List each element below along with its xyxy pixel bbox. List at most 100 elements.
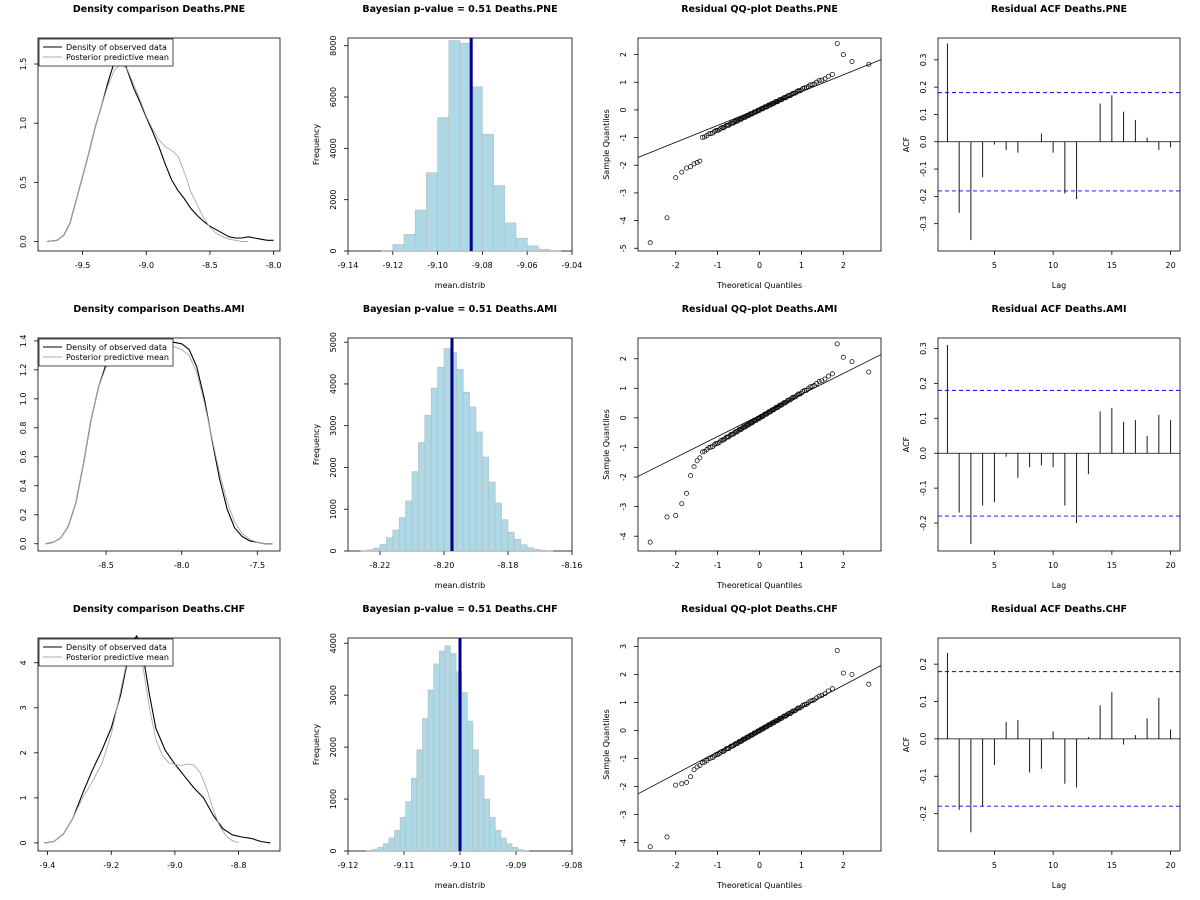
histogram-bar	[381, 249, 394, 252]
histogram-bar	[427, 689, 434, 852]
y-tick-label: -0.2	[919, 806, 928, 822]
y-tick-label: 4000	[329, 374, 338, 394]
panel-title: Bayesian p-value = 0.51 Deaths.CHF	[362, 604, 557, 615]
y-tick-label: 3000	[329, 416, 338, 436]
y-tick-label: 0.2	[919, 658, 928, 671]
y-tick-label: 3	[19, 705, 28, 710]
x-tick-label: 1	[799, 561, 804, 570]
histogram-bar	[410, 777, 418, 852]
qq-point	[849, 359, 855, 365]
qq-point	[825, 688, 831, 694]
x-tick-label: 1	[799, 861, 804, 870]
panel-7: Residual ACF Deaths.AMI 5 10 15 20 -0.2 -0.1 0.…	[902, 304, 1181, 590]
histogram-bar	[514, 539, 522, 552]
y-axis-label: Frequency	[312, 124, 321, 166]
y-tick-label: 1.0	[19, 117, 28, 130]
y-tick-label: 2	[19, 750, 28, 755]
histogram-bar	[405, 801, 412, 852]
y-tick-label: 0	[19, 840, 28, 845]
y-tick-label: -4	[619, 532, 628, 540]
x-tick-label: 15	[1107, 261, 1117, 270]
plot-frame	[37, 637, 281, 852]
x-tick-label: -8.22	[370, 561, 391, 570]
y-axis-label: Sample Quantiles	[602, 709, 611, 780]
legend-label: Posterior predictive mean	[66, 653, 169, 662]
qq-point	[713, 127, 719, 133]
histogram-bar	[438, 650, 446, 852]
plot-frame	[37, 37, 281, 252]
qq-point	[866, 681, 872, 687]
y-tick-label: 1.5	[19, 58, 28, 71]
y-tick-label: 0	[329, 548, 338, 553]
y-tick-label: 2000	[329, 189, 338, 209]
panel-title: Bayesian p-value = 0.51 Deaths.AMI	[363, 304, 557, 315]
histogram-bar	[377, 847, 384, 852]
y-tick-label: 0	[619, 107, 628, 112]
x-tick-label: -9.10	[450, 861, 471, 870]
qq-reference-line	[637, 354, 882, 477]
legend-label: Density of observed data	[66, 343, 167, 352]
qq-point	[849, 671, 855, 677]
qq-point	[787, 711, 793, 717]
histogram-bar	[414, 209, 427, 252]
plot-area	[381, 38, 562, 252]
histogram-bar	[386, 537, 394, 552]
histogram-bar	[482, 456, 490, 552]
qq-point	[699, 449, 705, 455]
x-tick-label: -9.12	[382, 261, 403, 270]
panel-title: Density comparison Deaths.CHF	[73, 604, 245, 615]
y-tick-label: -1	[619, 443, 628, 451]
qq-point	[834, 648, 840, 654]
histogram-bar	[437, 366, 445, 552]
histogram-bar	[549, 250, 562, 252]
histogram-bar	[466, 720, 474, 852]
histogram-bar	[483, 798, 490, 852]
qq-point	[697, 455, 703, 461]
y-tick-label: -2	[619, 783, 628, 791]
y-tick-label: -0.3	[919, 216, 928, 232]
y-tick-label: -0.1	[919, 161, 928, 177]
y-tick-label: 1.0	[19, 392, 28, 405]
qq-point	[679, 781, 685, 787]
panel-title: Residual ACF Deaths.PNE	[991, 4, 1127, 15]
observed-density-line	[45, 341, 273, 545]
histogram-bar	[422, 718, 429, 852]
x-tick-label: 15	[1107, 561, 1117, 570]
y-tick-label: 5000	[329, 332, 338, 352]
x-tick-label: -2	[672, 861, 680, 870]
panel-11: Residual ACF Deaths.CHF 5 10 15 20 -0.2 -0.1 0.…	[902, 604, 1181, 890]
y-tick-label: 1000	[329, 789, 338, 809]
y-axis-label: Sample Quantiles	[602, 109, 611, 180]
x-tick-label: 0	[757, 861, 762, 870]
x-tick-label: -8.0	[266, 261, 282, 270]
qq-point	[647, 844, 653, 850]
histogram-bar	[533, 549, 541, 552]
x-tick-label: -9.08	[562, 861, 583, 870]
qq-point	[726, 746, 732, 751]
y-tick-label: 0.0	[19, 235, 28, 248]
qq-point	[787, 397, 793, 403]
histogram-bar	[506, 843, 513, 852]
qq-point	[754, 416, 760, 422]
histogram-bar	[500, 837, 507, 852]
panel-1: Bayesian p-value = 0.51 Deaths.PNE -9.14 -…	[312, 4, 582, 290]
y-tick-label: -3	[619, 503, 628, 511]
y-tick-label: 0.0	[919, 135, 928, 148]
qq-point	[809, 383, 815, 389]
panel-title: Residual QQ-plot Deaths.PNE	[681, 4, 838, 15]
plot-frame	[937, 637, 1181, 852]
plot-area	[46, 54, 274, 243]
histogram-bar	[366, 549, 374, 552]
histogram-bar	[493, 185, 506, 252]
y-tick-label: 0.3	[919, 53, 928, 66]
x-tick-label: -9.09	[506, 861, 527, 870]
y-tick-label: 2000	[329, 457, 338, 477]
x-tick-label: -7.5	[250, 561, 266, 570]
y-tick-label: 1	[619, 80, 628, 85]
qq-point	[708, 131, 714, 136]
y-tick-label: -5	[619, 244, 628, 252]
y-tick-label: 0.1	[919, 695, 928, 708]
x-tick-label: -8.5	[98, 561, 114, 570]
